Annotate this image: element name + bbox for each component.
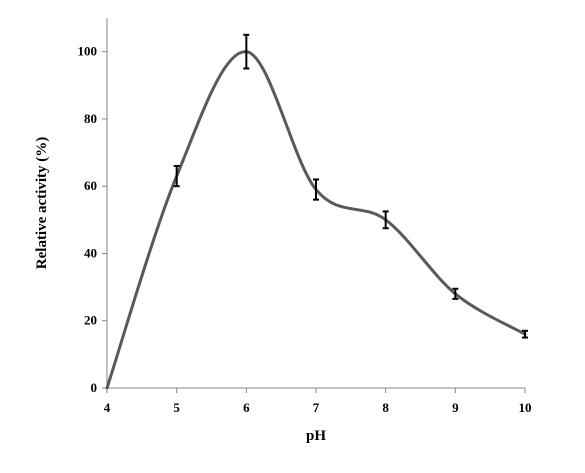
x-tick-label: 10: [519, 400, 532, 415]
series: [105, 50, 527, 390]
x-tick-label: 5: [173, 400, 180, 415]
x-axis-title: pH: [306, 428, 326, 444]
x-tick-label: 9: [452, 400, 459, 415]
x-tick-label: 6: [243, 400, 250, 415]
y-tick-label: 80: [84, 111, 97, 126]
x-tick-label: 8: [382, 400, 389, 415]
x-tick-label: 7: [313, 400, 320, 415]
ticks: 0 20 40 60 80 100 4 5 6 7 8 9 10: [78, 44, 532, 415]
y-tick-label: 100: [78, 44, 98, 59]
y-tick-label: 60: [84, 178, 97, 193]
y-tick-label: 40: [84, 245, 97, 260]
y-tick-label: 0: [91, 380, 98, 395]
error-bars: [173, 33, 528, 339]
y-tick-label: 20: [84, 313, 97, 328]
x-tick-label: 4: [104, 400, 111, 415]
series-line: [105, 50, 527, 390]
axes: [106, 18, 525, 389]
y-axis-title: Relative activity (%): [34, 137, 50, 269]
